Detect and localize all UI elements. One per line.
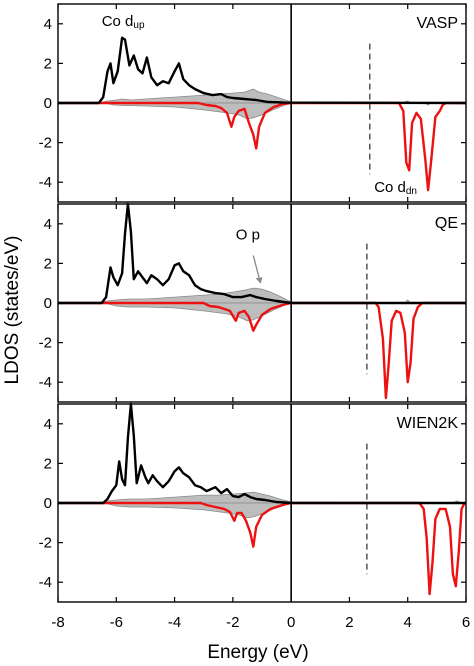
y-tick-label: -2 [39,535,52,552]
co-d-down-line [58,501,466,596]
y-tick-label: -4 [39,174,52,191]
o-p-down-area [58,102,466,120]
panel-qe: -4 -2 0 2 4 QE O p [39,202,467,403]
x-tick-label: 6 [462,614,470,631]
x-tick-label: 2 [345,614,353,631]
x-tick-label: 0 [287,614,295,631]
y-tick-label: -2 [39,335,52,352]
x-tick-label: -2 [226,614,239,631]
panel-label: WIEN2K [397,415,459,432]
co-d-up-line [58,202,466,305]
y-axis-title: LDOS (states/eV) [2,236,23,385]
panel-wien2k: -4 -2 0 2 4 WIEN2K [39,402,467,603]
panels-group: -4 -2 0 2 4 VASP Co dup Co ddn -4 -2 0 2 4 QE O p -4 -2 0… [39,3,467,603]
annotation-arrowhead [255,277,263,284]
co-d-down-line [58,101,466,192]
co-d-down-line [58,301,466,400]
annotation-subscript: dn [406,186,417,197]
o-p-down-area [58,302,466,322]
x-tick-label: -6 [110,614,123,631]
annotation-subscript: up [133,20,145,31]
y-tick-label: 0 [44,295,52,312]
x-tick-label: -8 [51,614,64,631]
co-d-up-line [58,36,467,105]
x-tick-label: -4 [168,614,181,631]
annotation: O p [236,227,260,244]
y-tick-label: -4 [39,374,52,391]
x-tick-label: 4 [404,614,412,631]
y-tick-label: -4 [39,574,52,591]
y-tick-label: 0 [44,495,52,512]
co-d-up-line [58,402,466,505]
y-tick-label: 2 [44,55,52,72]
y-tick-label: 4 [44,216,52,233]
annotation: Co ddn [374,179,417,197]
panel-vasp: -4 -2 0 2 4 VASP Co dup Co ddn [39,3,467,203]
panel-label: QE [435,215,458,232]
y-tick-label: 4 [44,16,52,33]
annotation: Co dup [102,13,145,31]
y-tick-label: 2 [44,255,52,272]
x-axis-title: Energy (eV) [207,642,308,663]
o-p-up-area [58,287,466,304]
y-tick-label: 0 [44,95,52,112]
y-tick-label: 2 [44,455,52,472]
x-axis: -8 -6 -4 -2 0 2 4 6 [51,614,470,631]
panel-label: VASP [417,15,459,32]
y-tick-label: 4 [44,416,52,433]
o-p-up-area [58,491,466,504]
y-tick-label: -2 [39,135,52,152]
